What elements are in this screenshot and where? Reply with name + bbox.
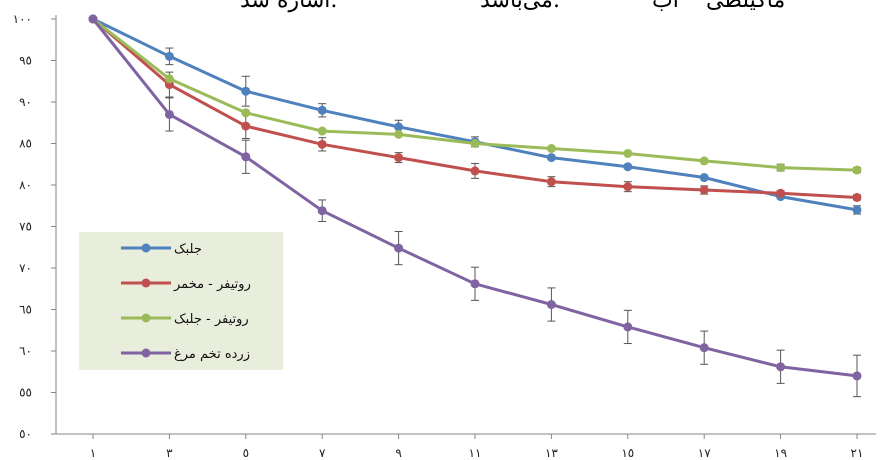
y-tick-label: ٧٥ xyxy=(19,220,32,234)
x-tick-label: ١١ xyxy=(469,446,482,460)
data-point xyxy=(317,105,327,115)
legend-label: زرده تخم مرغ xyxy=(174,347,250,362)
data-point xyxy=(623,148,633,158)
caption-word-2: آب xyxy=(652,0,679,13)
data-point xyxy=(776,362,786,372)
series-layer xyxy=(88,14,862,398)
data-point xyxy=(623,322,633,332)
legend-swatch-marker xyxy=(141,278,151,288)
y-tick-label: ٩٠ xyxy=(19,95,32,109)
data-point xyxy=(241,121,251,131)
legend-swatch-marker xyxy=(141,243,151,253)
x-tick-label: ١٣ xyxy=(545,446,558,460)
data-point xyxy=(394,243,404,253)
caption-fragment: ماکیلطی آب می‌باشد. اشاره شد. xyxy=(0,0,887,18)
x-tick-label: ٣ xyxy=(166,446,173,460)
series-group xyxy=(88,14,862,175)
series-line xyxy=(92,17,858,212)
data-point xyxy=(164,51,174,61)
data-point xyxy=(852,371,862,381)
legend-swatch-marker xyxy=(141,313,151,323)
series-group xyxy=(88,14,862,398)
x-tick-label: ٢١ xyxy=(851,446,864,460)
x-axis-ticks: ١ ٣ ٥ ٧ ٩ ١١ ١٣ ١٥ ١٧ ١٩ ٢١ xyxy=(90,434,864,460)
y-tick-label: ٦٥ xyxy=(19,303,32,317)
data-point xyxy=(546,300,556,310)
chart-legend: جلبک روتیفر - مخمر روتیفر - جلبک زرده تخم م… xyxy=(79,232,283,370)
data-point xyxy=(623,162,633,172)
y-tick-label: ٨٥ xyxy=(19,137,32,151)
data-point xyxy=(88,14,98,24)
caption-word-1: ماکیلطی xyxy=(706,0,786,13)
legend-label: روتیفر - مخمر xyxy=(173,277,251,292)
data-point xyxy=(317,206,327,216)
data-point xyxy=(317,126,327,136)
legend-label: جلبک xyxy=(174,242,202,257)
data-point xyxy=(546,143,556,153)
series-group xyxy=(88,14,862,202)
data-point xyxy=(852,205,862,215)
data-point xyxy=(241,108,251,118)
y-tick-label: ٥٠ xyxy=(19,427,32,441)
data-point xyxy=(164,74,174,84)
x-tick-label: ٧ xyxy=(319,446,326,460)
data-point xyxy=(394,129,404,139)
data-point xyxy=(699,185,709,195)
x-tick-label: ٩ xyxy=(395,446,401,460)
y-tick-label: ١٠٠ xyxy=(13,12,32,26)
y-tick-label: ٨٠ xyxy=(19,178,32,192)
legend-box xyxy=(79,232,283,370)
data-point xyxy=(394,153,404,163)
y-tick-label: ٩٥ xyxy=(19,54,32,68)
caption-word-3: می‌باشد. xyxy=(480,0,560,13)
legend-label: روتیفر - جلبک xyxy=(174,312,249,327)
chart-axes xyxy=(55,15,876,435)
y-tick-label: ٧٠ xyxy=(19,261,32,275)
series-group xyxy=(88,14,862,215)
x-tick-label: ١٩ xyxy=(774,446,787,460)
x-tick-label: ١ xyxy=(90,446,96,460)
data-point xyxy=(470,279,480,289)
x-tick-label: ٥ xyxy=(243,446,249,460)
data-point xyxy=(623,182,633,192)
legend-swatch-marker xyxy=(141,348,151,358)
data-point xyxy=(852,192,862,202)
data-point xyxy=(470,166,480,176)
data-point xyxy=(164,109,174,119)
data-point xyxy=(546,153,556,163)
y-axis-ticks: ٥٠ ٥٥ ٦٠ ٦٥ ٧٠ ٧٥ ٨٠ ٨٥ ٩٠ ٩٥ ١٠٠ xyxy=(13,12,56,441)
data-point xyxy=(699,173,709,183)
data-point xyxy=(241,86,251,96)
x-tick-label: ١٥ xyxy=(621,446,634,460)
data-point xyxy=(699,343,709,353)
data-point xyxy=(317,139,327,149)
x-tick-label: ١٧ xyxy=(698,446,711,460)
data-point xyxy=(852,165,862,175)
data-point xyxy=(394,122,404,132)
data-point xyxy=(776,163,786,173)
data-point xyxy=(546,177,556,187)
data-point xyxy=(241,152,251,162)
y-tick-label: ٦٠ xyxy=(19,344,32,358)
data-point xyxy=(470,139,480,148)
data-point xyxy=(776,188,786,198)
y-tick-label: ٥٥ xyxy=(19,386,32,400)
data-point xyxy=(699,156,709,166)
caption-word-4: اشاره شد. xyxy=(240,0,338,13)
